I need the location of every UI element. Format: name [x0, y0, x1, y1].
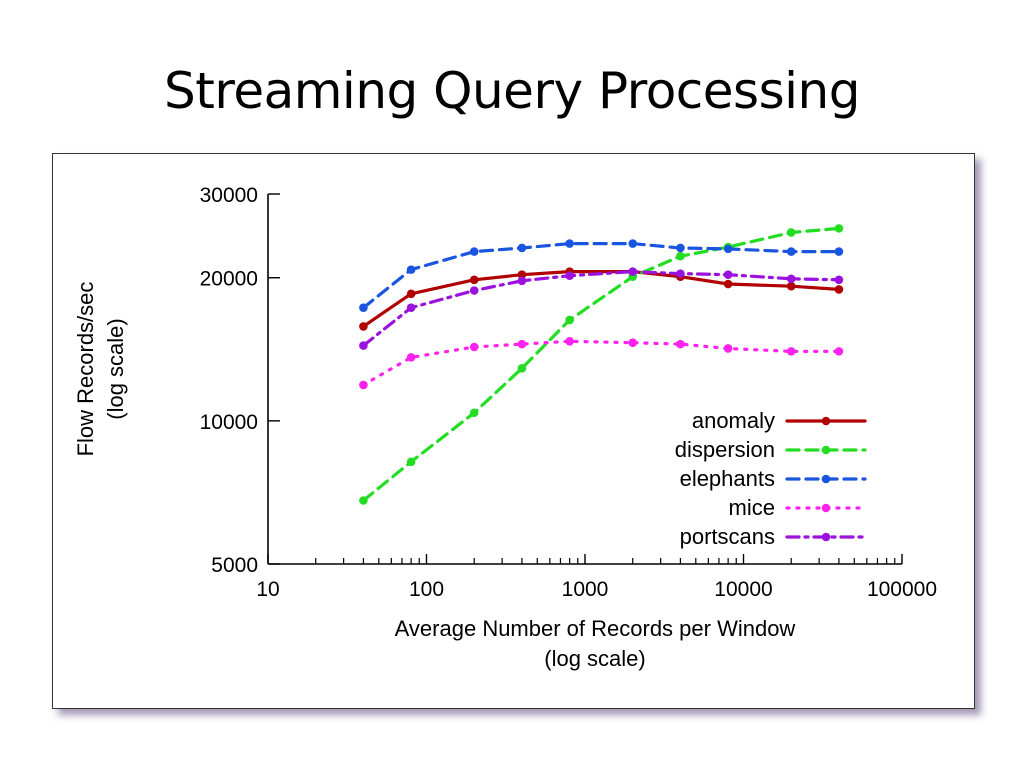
data-point-elephants — [406, 265, 416, 274]
series-line-elephants — [361, 241, 841, 310]
data-point-portscans — [628, 267, 638, 276]
legend-entry-anomaly: anomaly — [692, 408, 867, 433]
legend-entry-mice: mice — [729, 495, 867, 520]
legend-swatch-marker — [821, 445, 831, 455]
y-axis-label: Flow Records/sec — [73, 282, 98, 457]
data-point-elephants — [676, 243, 685, 253]
legend-entry-elephants: elephants — [680, 466, 867, 491]
data-point-mice — [565, 337, 574, 346]
series-anomaly — [359, 267, 844, 331]
series-portscans — [359, 267, 844, 350]
legend-label: elephants — [680, 466, 775, 491]
axes: 10 100 1000 10000 100000 5000 10000 20000 30000 A… — [73, 184, 937, 671]
data-point-portscans — [359, 341, 368, 350]
data-point-elephants — [469, 247, 479, 256]
x-tick-label: 100 — [409, 578, 444, 601]
legend-swatch-marker — [821, 474, 831, 484]
data-point-elephants — [517, 243, 527, 253]
data-point-dispersion — [469, 408, 479, 418]
x-tick-label: 10 — [256, 578, 279, 601]
data-point-portscans — [834, 275, 844, 285]
series-line-mice — [361, 339, 841, 387]
data-point-elephants — [786, 247, 796, 256]
data-point-dispersion — [786, 228, 796, 237]
series-mice — [359, 337, 844, 390]
y-tick-label: 10000 — [200, 411, 258, 434]
y-axis-label: (log scale) — [103, 318, 128, 419]
series-line-portscans — [361, 269, 841, 348]
x-tick-label: 10000 — [714, 578, 772, 601]
series-lines — [359, 224, 844, 505]
data-point-portscans — [406, 303, 416, 312]
data-point-portscans — [565, 271, 574, 280]
data-point-anomaly — [359, 322, 368, 331]
data-point-anomaly — [723, 279, 733, 289]
data-point-anomaly — [406, 289, 416, 299]
series-line-anomaly — [361, 269, 841, 328]
data-point-mice — [834, 347, 844, 356]
legend-label: dispersion — [675, 437, 775, 462]
line-chart: 10 100 1000 10000 100000 5000 10000 20000 30000 A… — [73, 184, 937, 671]
legend-label: mice — [729, 495, 775, 520]
slide-title: Streaming Query Processing — [164, 62, 860, 120]
legend-swatch-marker — [821, 416, 831, 426]
data-point-anomaly — [517, 270, 527, 279]
legend-label: anomaly — [692, 408, 775, 433]
data-point-mice — [786, 347, 796, 356]
data-point-portscans — [469, 286, 479, 295]
x-tick-label: 1000 — [562, 578, 609, 601]
data-point-mice — [676, 339, 685, 349]
data-point-elephants — [565, 239, 574, 248]
data-point-mice — [723, 344, 733, 353]
data-point-dispersion — [359, 496, 368, 505]
legend-entry-portscans: portscans — [680, 524, 867, 549]
data-point-portscans — [517, 276, 527, 286]
legend-swatch-marker — [821, 503, 831, 513]
data-point-mice — [469, 342, 479, 352]
legend-label: portscans — [680, 524, 775, 549]
data-point-mice — [517, 339, 527, 349]
y-tick-label: 5000 — [211, 554, 258, 577]
data-point-dispersion — [406, 457, 416, 467]
data-point-dispersion — [565, 315, 574, 325]
x-axis-label: Average Number of Records per Window — [395, 616, 796, 641]
data-point-portscans — [786, 274, 796, 284]
series-dispersion — [359, 224, 844, 505]
series-elephants — [359, 239, 844, 312]
data-point-portscans — [723, 270, 733, 279]
data-point-dispersion — [834, 224, 844, 233]
y-tick-label: 30000 — [200, 184, 258, 207]
y-tick-label: 20000 — [200, 268, 258, 291]
data-point-dispersion — [517, 363, 527, 373]
legend-swatch-marker — [821, 532, 831, 542]
legend: anomaly dispersion elephants mice portscans — [675, 408, 867, 549]
data-point-elephants — [628, 239, 638, 248]
legend-entry-dispersion: dispersion — [675, 437, 867, 462]
data-point-mice — [359, 380, 368, 390]
data-point-anomaly — [786, 281, 796, 291]
data-point-mice — [406, 353, 416, 362]
data-point-elephants — [723, 244, 733, 254]
series-line-dispersion — [361, 226, 841, 503]
data-point-dispersion — [676, 251, 685, 261]
chart-figure: 10 100 1000 10000 100000 5000 10000 20000 30000 A… — [52, 153, 975, 709]
data-point-portscans — [676, 269, 685, 278]
data-point-elephants — [834, 247, 844, 256]
x-tick-label: 100000 — [867, 578, 937, 601]
x-axis-label: (log scale) — [544, 646, 645, 671]
data-point-mice — [628, 338, 638, 348]
data-point-elephants — [359, 303, 368, 312]
data-point-anomaly — [469, 275, 479, 285]
data-point-anomaly — [834, 285, 844, 294]
